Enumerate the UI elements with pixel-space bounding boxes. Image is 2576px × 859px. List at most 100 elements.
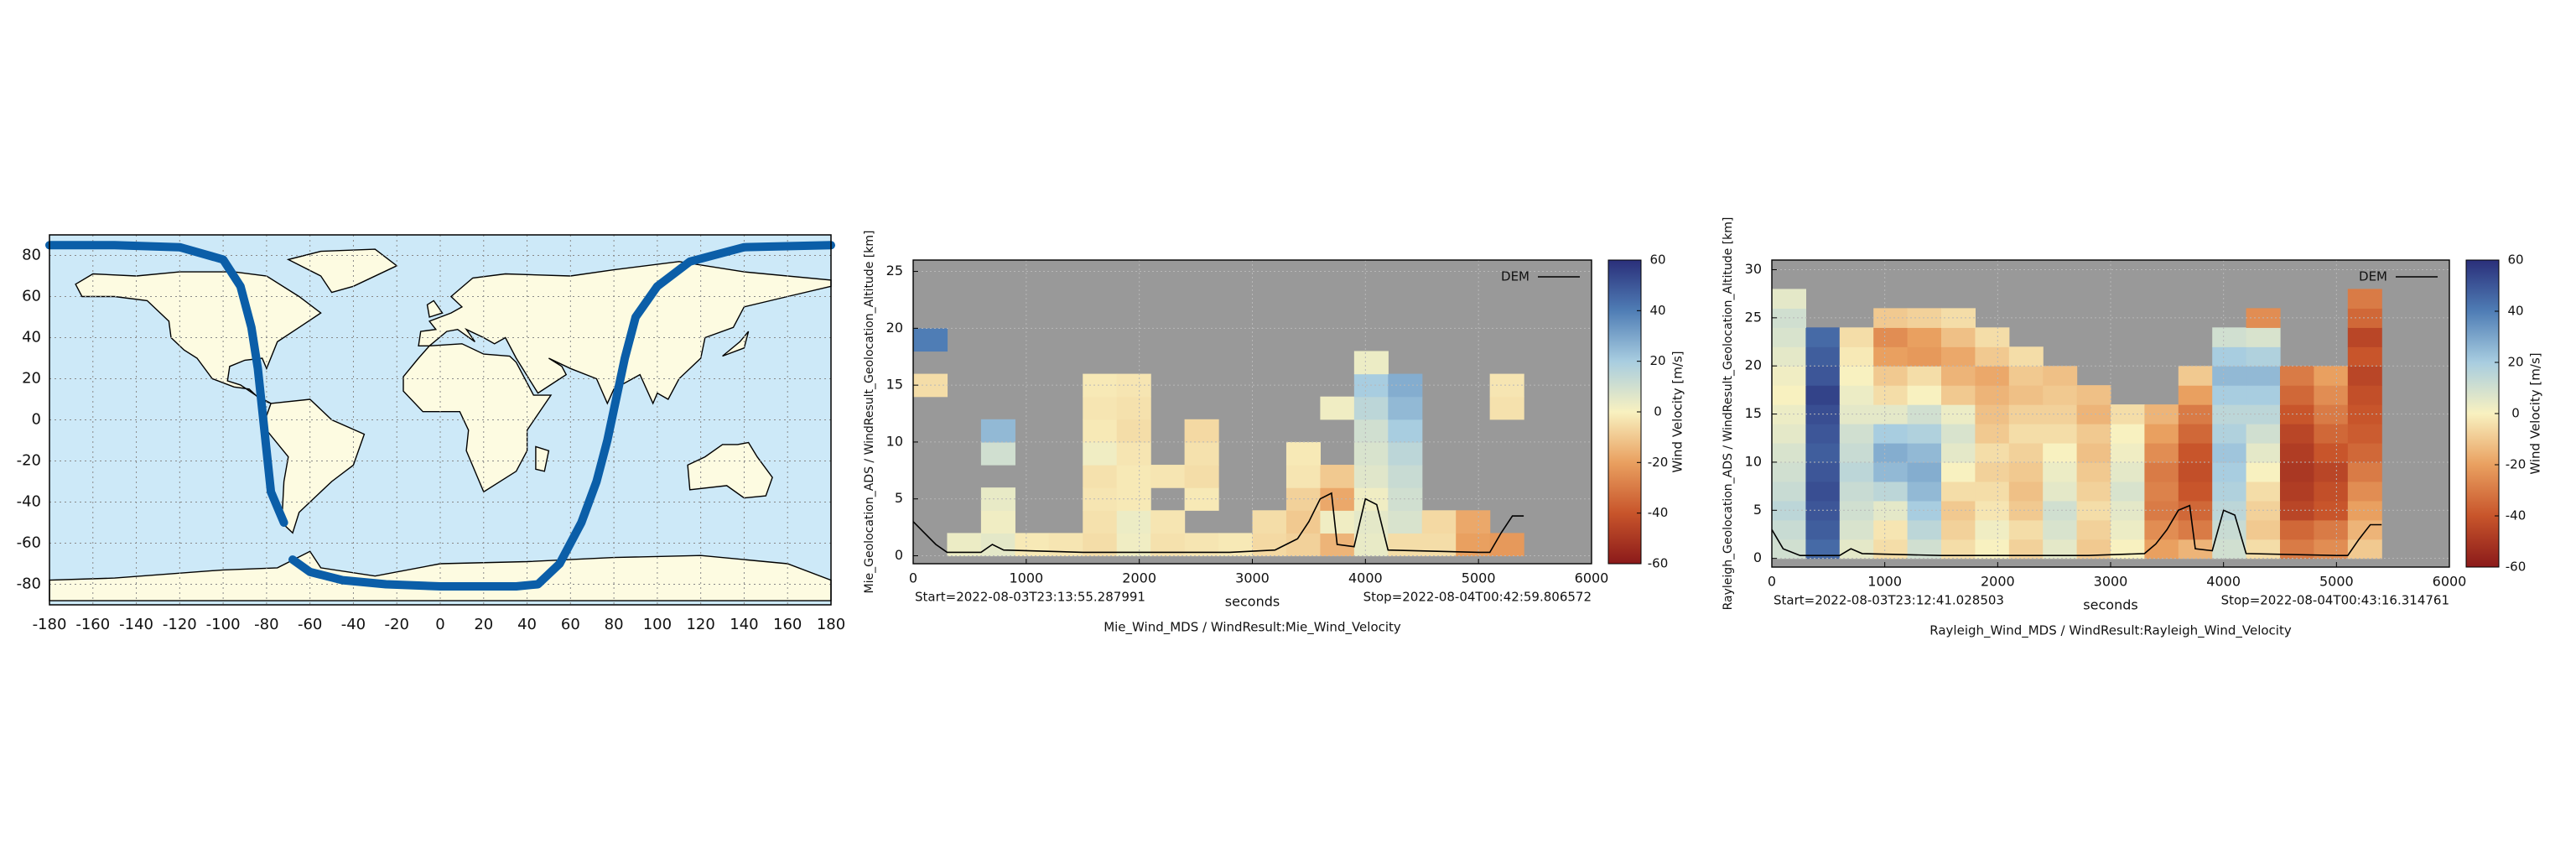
x-tick-label: 1000 bbox=[1867, 574, 1902, 590]
cell bbox=[2347, 481, 2382, 502]
x-tick-label: 80 bbox=[605, 616, 624, 633]
cell bbox=[1489, 396, 1524, 420]
cell bbox=[1421, 533, 1457, 557]
cell bbox=[1772, 519, 1806, 540]
y-tick-label: 5 bbox=[895, 490, 903, 506]
dem-line bbox=[1772, 504, 2382, 556]
cell bbox=[1839, 539, 1874, 560]
cell bbox=[1184, 465, 1219, 488]
cell bbox=[1150, 510, 1186, 534]
colorbar-tick-label: 20 bbox=[2507, 355, 2523, 370]
cell bbox=[1320, 510, 1355, 534]
cell bbox=[2212, 481, 2247, 502]
cell bbox=[1083, 373, 1118, 398]
cell bbox=[2076, 404, 2111, 424]
cell bbox=[1184, 487, 1219, 511]
cell bbox=[1353, 465, 1389, 488]
colorbar-label: Wind Velocity [m/s] bbox=[1670, 351, 1685, 472]
cell bbox=[2008, 404, 2044, 424]
cell bbox=[1941, 366, 1976, 386]
cell bbox=[2314, 461, 2349, 482]
cell bbox=[2246, 481, 2281, 502]
plot-frame bbox=[49, 234, 832, 606]
cell bbox=[1184, 419, 1219, 443]
cell bbox=[1772, 481, 1806, 502]
cell bbox=[2144, 539, 2179, 560]
cell bbox=[2347, 461, 2382, 482]
cell bbox=[980, 533, 1015, 557]
cell bbox=[1489, 533, 1524, 557]
cell bbox=[2246, 327, 2281, 347]
legend-label: DEM bbox=[1501, 269, 1530, 284]
start-annotation: Start=2022-08-03T23:12:41.028503 bbox=[1774, 593, 2004, 608]
cell bbox=[1873, 519, 1909, 540]
cell bbox=[1116, 487, 1151, 511]
cell bbox=[1083, 487, 1118, 511]
colorbar-tick-label: -40 bbox=[1648, 505, 1669, 520]
cell bbox=[2347, 366, 2382, 386]
cell bbox=[2314, 519, 2349, 540]
cell bbox=[1456, 510, 1491, 534]
cell bbox=[1839, 385, 1874, 405]
cell bbox=[1772, 346, 1806, 367]
x-tick-label: 60 bbox=[561, 616, 580, 633]
cell bbox=[1388, 396, 1423, 420]
cell bbox=[1941, 481, 1976, 502]
cell bbox=[1907, 385, 1942, 405]
cell bbox=[2212, 346, 2247, 367]
cell bbox=[2043, 500, 2078, 521]
y-tick-label: 5 bbox=[1753, 502, 1762, 518]
stop-annotation: Stop=2022-08-04T00:42:59.806572 bbox=[1363, 590, 1592, 605]
cell bbox=[2280, 539, 2314, 560]
cell bbox=[1873, 346, 1909, 367]
cell bbox=[1873, 424, 1909, 444]
cell bbox=[1116, 441, 1151, 466]
cell bbox=[1941, 346, 1976, 367]
cell bbox=[2347, 289, 2382, 309]
cell bbox=[2111, 539, 2145, 560]
x-tick-label: 180 bbox=[817, 616, 845, 633]
cell bbox=[1907, 442, 1942, 463]
cell bbox=[1941, 385, 1976, 405]
cell bbox=[2008, 500, 2044, 521]
cell bbox=[1805, 442, 1841, 463]
cell bbox=[1388, 419, 1423, 443]
y-tick-label: 0 bbox=[32, 411, 41, 429]
cell bbox=[2076, 539, 2111, 560]
cell bbox=[2043, 404, 2078, 424]
cell bbox=[1941, 539, 1976, 560]
chart-title: Mie_Wind_MDS / WindResult:Mie_Wind_Veloc… bbox=[1104, 620, 1401, 636]
cell bbox=[2347, 308, 2382, 328]
cell bbox=[1184, 441, 1219, 466]
land bbox=[286, 248, 398, 294]
x-tick-label: 3000 bbox=[2094, 574, 2128, 590]
cell bbox=[1839, 366, 1874, 386]
cell bbox=[2280, 424, 2314, 444]
cell bbox=[2246, 424, 2281, 444]
cell bbox=[2246, 366, 2281, 386]
cell bbox=[2111, 519, 2145, 540]
cell bbox=[1320, 396, 1355, 420]
x-tick-label: -100 bbox=[206, 616, 241, 633]
cell bbox=[2246, 385, 2281, 405]
cell bbox=[2212, 366, 2247, 386]
cell bbox=[2111, 442, 2145, 463]
colorbar-tick-label: -40 bbox=[2506, 508, 2527, 523]
cell bbox=[2076, 481, 2111, 502]
cell bbox=[1873, 481, 1909, 502]
cell bbox=[2111, 500, 2145, 521]
x-tick-label: 2000 bbox=[1981, 574, 2015, 590]
cell bbox=[2008, 519, 2044, 540]
cell bbox=[1388, 441, 1423, 466]
colorbar-tick-label: 40 bbox=[2507, 304, 2523, 319]
cell bbox=[2043, 461, 2078, 482]
cell bbox=[980, 441, 1015, 466]
cell bbox=[1907, 519, 1942, 540]
x-tick-label: -20 bbox=[385, 616, 409, 633]
cell bbox=[1353, 351, 1389, 375]
cell bbox=[1873, 442, 1909, 463]
cell bbox=[1805, 385, 1841, 405]
cell bbox=[1873, 385, 1909, 405]
y-tick-label: -80 bbox=[17, 575, 41, 593]
